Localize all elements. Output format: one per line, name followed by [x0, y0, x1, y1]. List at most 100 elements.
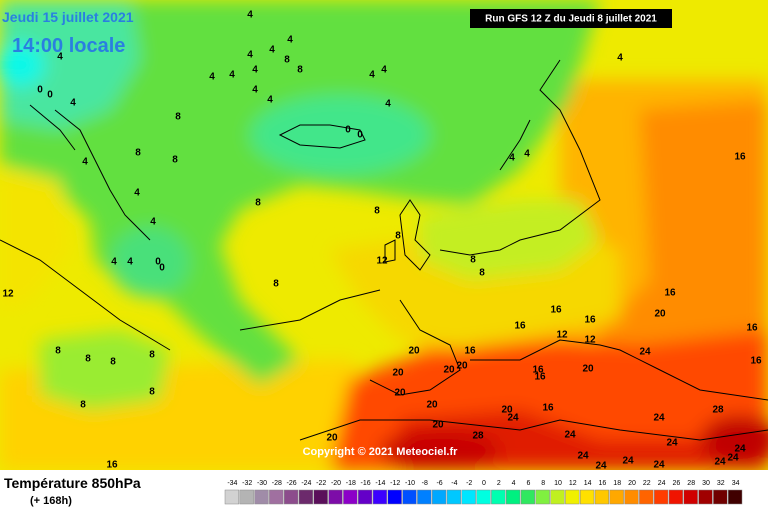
contour-label: 4	[57, 52, 63, 63]
scale-label: 26	[673, 480, 681, 487]
contour-label: 4	[617, 53, 623, 64]
contour-label: 8	[110, 357, 116, 368]
lead-time: (+ 168h)	[30, 495, 72, 507]
scale-swatch	[476, 489, 491, 505]
contour-label: 0	[345, 125, 351, 136]
scale-label: 2	[497, 480, 501, 487]
scale-swatch	[550, 489, 565, 505]
contour-label: 4	[267, 95, 273, 106]
scale-swatch	[417, 489, 432, 505]
scale-swatch	[727, 489, 743, 505]
scale-label: 6	[526, 480, 530, 487]
scale-swatch	[269, 489, 284, 505]
contour-label: 4	[269, 45, 275, 56]
scale-label: -10	[405, 480, 415, 487]
contour-label: 20	[501, 405, 513, 416]
contour-label: 16	[584, 315, 596, 326]
contour-label: 16	[750, 356, 762, 367]
scale-swatch	[283, 489, 299, 505]
coastlines	[0, 59, 768, 441]
scale-swatch	[713, 489, 728, 505]
scale-swatch	[402, 489, 417, 505]
scale-swatch	[683, 489, 698, 505]
contour-label: 4	[70, 98, 76, 109]
contour-label: 20	[582, 364, 594, 375]
scale-label: 22	[643, 480, 651, 487]
scale-label: -14	[375, 480, 385, 487]
contour-label: 8	[80, 400, 86, 411]
contour-label: 16	[106, 460, 118, 471]
contour-label: 8	[273, 279, 279, 290]
scale-label: 20	[628, 480, 636, 487]
scale-swatch	[461, 489, 476, 505]
scale-label: 12	[569, 480, 577, 487]
scale-label: -2	[466, 480, 472, 487]
contour-label: 24	[622, 456, 634, 467]
contour-label: 8	[395, 231, 401, 242]
variable-name: Température 850hPa	[4, 475, 141, 491]
scale-swatch	[431, 489, 447, 505]
scale-label: 28	[687, 480, 695, 487]
scale-label: 4	[512, 480, 516, 487]
contour-label: 28	[472, 431, 484, 442]
contour-label: 20	[443, 365, 455, 376]
contour-label: 4	[247, 50, 253, 61]
contour-label: 4	[287, 35, 293, 46]
contour-label: 4	[209, 72, 215, 83]
run-info: Run GFS 12 Z du Jeudi 8 juillet 2021	[485, 14, 657, 25]
contour-label: 4	[134, 188, 140, 199]
contour-label: 4	[252, 65, 258, 76]
contour-label: 12	[376, 256, 388, 267]
contour-label: 12	[584, 335, 596, 346]
scale-label: 18	[613, 480, 621, 487]
contour-label: 0	[155, 257, 161, 268]
scale-label: 30	[702, 480, 710, 487]
scale-label: -20	[331, 480, 341, 487]
scale-swatch	[609, 489, 624, 505]
scale-swatch	[313, 489, 328, 505]
scale-label: -16	[361, 480, 371, 487]
copyright: Copyright © 2021 Meteociel.fr	[303, 446, 459, 458]
contour-label: 8	[255, 198, 261, 209]
scale-label: 24	[658, 480, 666, 487]
contour-label: 8	[284, 55, 290, 66]
contour-label: 4	[229, 70, 235, 81]
contour-label: 24	[653, 460, 665, 471]
contour-label: 16	[542, 403, 554, 414]
contour-label: 20	[326, 433, 338, 444]
scale-label: 14	[584, 480, 592, 487]
contour-label: 4	[385, 99, 391, 110]
contour-label: 8	[85, 354, 91, 365]
scale-label: -18	[346, 480, 356, 487]
contour-label: 8	[297, 65, 303, 76]
contour-label: 4	[381, 65, 387, 76]
contour-label: 24	[564, 430, 576, 441]
scale-label: -34	[227, 480, 237, 487]
scale-swatch	[639, 489, 654, 505]
scale-label: -28	[272, 480, 282, 487]
contour-label: 4	[247, 10, 253, 21]
scale-label: -30	[257, 480, 267, 487]
contour-label: 4	[509, 153, 515, 164]
contour-label: 20	[654, 309, 666, 320]
contour-label: 4	[150, 217, 156, 228]
contour-label: 4	[252, 85, 258, 96]
scale-swatch	[668, 489, 684, 505]
contour-label: 16	[664, 288, 676, 299]
contour-label: 16	[550, 305, 562, 316]
contour-label: 8	[135, 148, 141, 159]
scale-swatch	[624, 489, 639, 505]
scale-label: -24	[301, 480, 311, 487]
contour-label: 20	[426, 400, 438, 411]
contour-label: 12	[556, 330, 568, 341]
contour-label: 24	[727, 453, 739, 464]
forecast-date: Jeudi 15 juillet 2021	[2, 9, 134, 25]
contour-label: 0	[159, 263, 165, 274]
scale-swatch	[535, 489, 550, 505]
scale-label: 8	[541, 480, 545, 487]
contour-label: 8	[149, 350, 155, 361]
contour-label: 16	[532, 365, 544, 376]
contour-label: 16	[464, 346, 476, 357]
